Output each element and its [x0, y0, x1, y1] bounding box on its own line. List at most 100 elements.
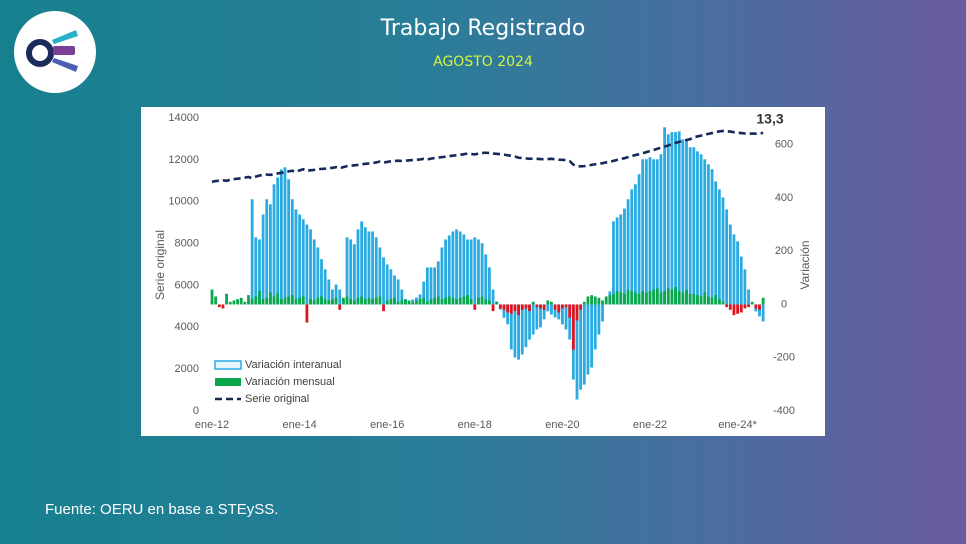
bar [367, 231, 371, 305]
y-tick-label: 12000 [168, 154, 199, 166]
x-tick-label: ene-22 [633, 419, 667, 431]
x-tick-label: ene-20 [545, 419, 579, 431]
bar [393, 275, 396, 305]
bar [287, 296, 291, 305]
y2-axis-title: Variación [798, 240, 812, 289]
bar [542, 304, 546, 310]
logo-ring [26, 39, 54, 67]
bar [677, 291, 681, 305]
legend-label: Variación interanual [245, 359, 341, 371]
x-tick-label: ene-12 [195, 419, 229, 431]
bar [692, 293, 696, 305]
bar [298, 297, 301, 305]
bar [345, 296, 349, 305]
bar [462, 234, 466, 305]
y2-tick-label: 400 [775, 192, 793, 204]
bar [393, 297, 396, 305]
bar [279, 169, 283, 305]
bar [389, 299, 393, 305]
bar [586, 304, 590, 375]
bar [648, 157, 652, 305]
bar [703, 292, 707, 305]
bar [214, 296, 218, 305]
bar [466, 239, 469, 305]
bar [374, 297, 378, 305]
bar [634, 292, 637, 305]
bar [586, 296, 590, 305]
bar [644, 292, 648, 305]
bar [721, 301, 725, 305]
bar [630, 291, 634, 305]
bar [378, 247, 382, 305]
bar [634, 184, 637, 305]
bar [674, 287, 677, 305]
bar [761, 304, 765, 322]
bar [546, 304, 550, 312]
bar [371, 299, 374, 305]
bar [747, 304, 750, 308]
bar [608, 295, 612, 305]
bar [312, 300, 316, 305]
bar [269, 292, 272, 305]
bar [228, 301, 232, 305]
bar [407, 300, 411, 305]
bar [670, 132, 674, 305]
bar [491, 304, 495, 312]
bar [666, 134, 670, 305]
legend-swatch [214, 360, 242, 370]
bar [692, 147, 696, 305]
bar [590, 304, 593, 368]
bar [681, 139, 685, 305]
bar [272, 184, 276, 305]
bar [626, 199, 630, 305]
bar [513, 304, 517, 358]
bar [455, 299, 458, 305]
bar [721, 197, 725, 305]
bar [685, 139, 688, 305]
bar [491, 289, 495, 305]
y2-tick-label: 200 [775, 245, 793, 257]
bar [747, 289, 750, 305]
bar [378, 296, 382, 305]
bar [411, 301, 415, 305]
bar [575, 304, 579, 321]
bar [283, 167, 287, 305]
slide-subtitle: AGOSTO 2024 [433, 54, 533, 70]
bar [429, 299, 433, 305]
bar [352, 244, 356, 305]
bar [382, 257, 385, 305]
bar [561, 304, 564, 309]
bar [250, 299, 254, 305]
bar [425, 301, 429, 305]
bar [239, 297, 243, 305]
bar [517, 304, 520, 316]
bar [323, 269, 327, 305]
bar [703, 159, 707, 305]
bar [714, 295, 718, 305]
logo [14, 11, 96, 93]
bar [290, 295, 294, 305]
bar [484, 254, 488, 305]
bar [717, 189, 721, 305]
bar [247, 295, 250, 305]
y-tick-label: 10000 [168, 196, 199, 208]
bar [652, 159, 656, 305]
bar [648, 291, 652, 305]
bar [623, 208, 626, 305]
bar [582, 304, 586, 385]
x-tick-label: ene-18 [458, 419, 492, 431]
bar [458, 231, 462, 305]
bar [418, 299, 422, 305]
bar [309, 229, 312, 305]
bar [739, 256, 743, 305]
bar [561, 304, 564, 325]
bar [425, 267, 429, 305]
bar [349, 239, 353, 305]
bar [433, 267, 437, 305]
bar [670, 289, 674, 305]
y-tick-label: 14000 [168, 112, 199, 124]
bar [612, 221, 615, 305]
bar [488, 267, 491, 305]
bar [728, 224, 732, 305]
bar [466, 295, 469, 305]
